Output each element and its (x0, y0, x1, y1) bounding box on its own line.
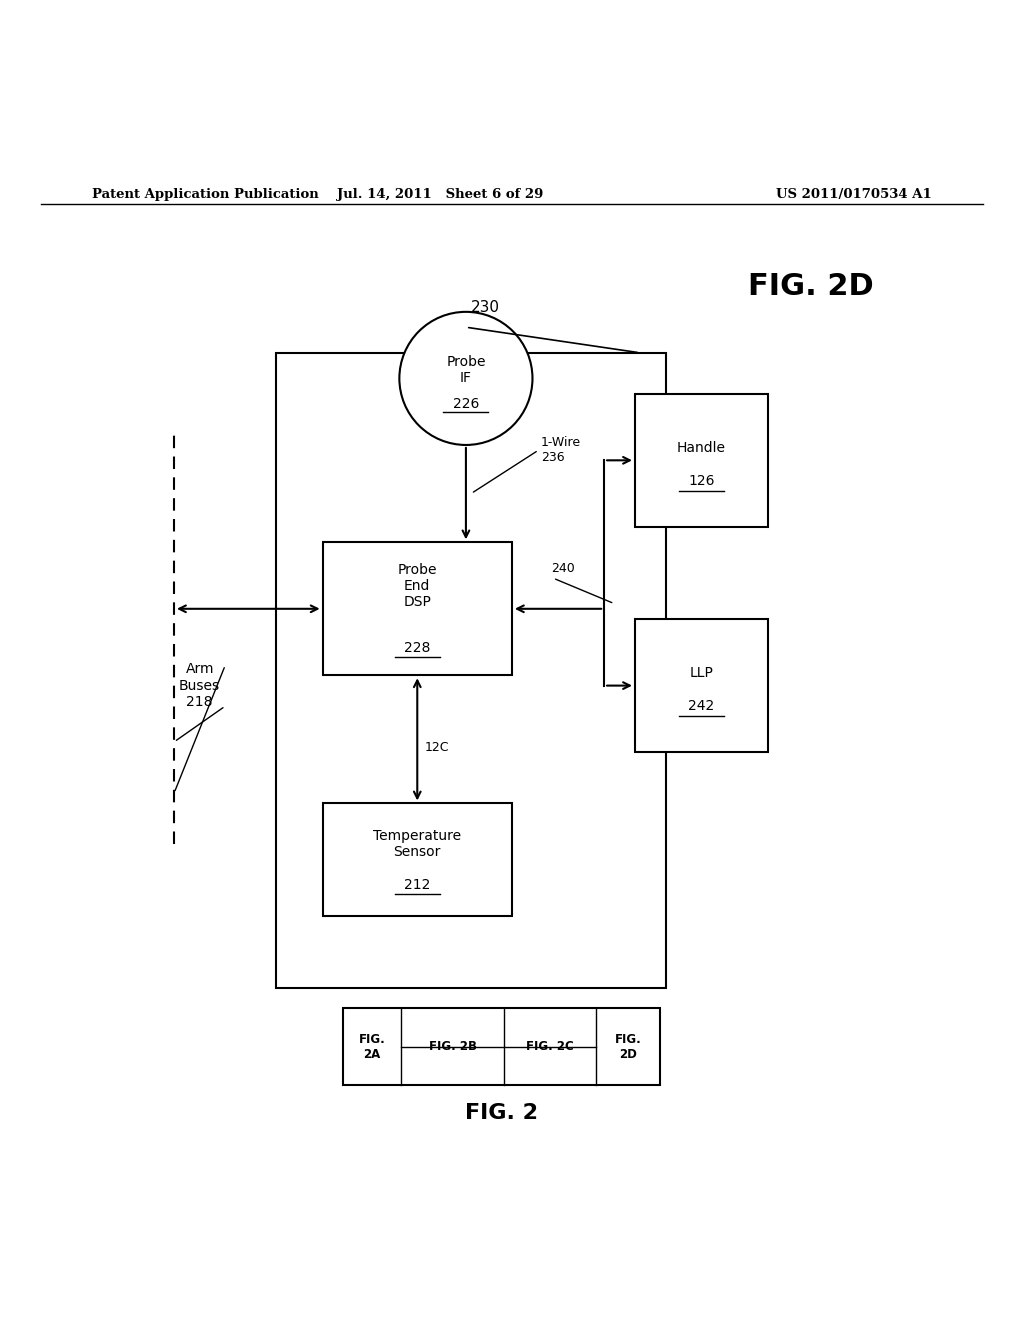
Text: Probe
IF: Probe IF (446, 355, 485, 385)
Text: 240: 240 (551, 562, 574, 576)
Circle shape (399, 312, 532, 445)
Bar (635, 393, 768, 527)
Text: FIG. 2D: FIG. 2D (748, 272, 873, 301)
Text: 230: 230 (471, 300, 500, 315)
Text: 212: 212 (404, 878, 430, 892)
Text: 228: 228 (404, 640, 430, 655)
Text: Temperature
Sensor: Temperature Sensor (373, 829, 462, 859)
Text: FIG. 2B: FIG. 2B (429, 1040, 476, 1053)
Bar (323, 804, 512, 916)
Text: FIG. 2: FIG. 2 (465, 1104, 539, 1123)
Text: Handle: Handle (677, 441, 726, 455)
Text: 1-Wire
236: 1-Wire 236 (541, 436, 581, 465)
Text: 126: 126 (688, 474, 715, 488)
Text: 12C: 12C (425, 741, 450, 754)
Text: FIG.
2D: FIG. 2D (614, 1032, 642, 1060)
Text: Patent Application Publication: Patent Application Publication (92, 187, 318, 201)
Text: US 2011/0170534 A1: US 2011/0170534 A1 (776, 187, 932, 201)
Bar (276, 352, 666, 987)
Text: 242: 242 (688, 700, 715, 713)
Bar (323, 543, 512, 676)
Text: FIG. 2C: FIG. 2C (526, 1040, 573, 1053)
Text: Probe
End
DSP: Probe End DSP (397, 564, 437, 610)
Text: Jul. 14, 2011   Sheet 6 of 29: Jul. 14, 2011 Sheet 6 of 29 (337, 187, 544, 201)
Text: 226: 226 (453, 397, 479, 411)
Text: FIG.
2A: FIG. 2A (358, 1032, 386, 1060)
Text: LLP: LLP (689, 667, 714, 680)
Text: Arm
Buses
218: Arm Buses 218 (179, 663, 220, 709)
Bar (343, 1008, 660, 1085)
Bar (635, 619, 768, 752)
